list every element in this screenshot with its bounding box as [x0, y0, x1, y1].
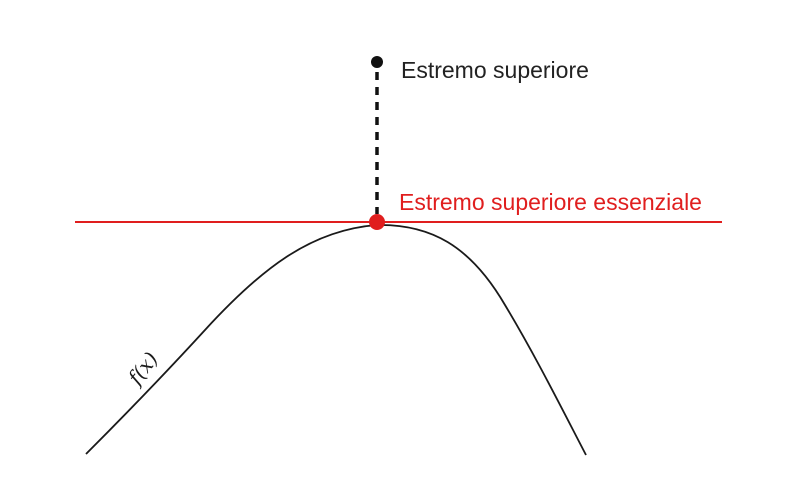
sup-point [371, 56, 383, 68]
curve-label: f(x) [122, 347, 163, 390]
essential-sup-point [369, 214, 385, 230]
sup-label: Estremo superiore [401, 57, 589, 83]
essential-sup-label: Estremo superiore essenziale [399, 189, 702, 215]
function-curve [85, 224, 587, 456]
